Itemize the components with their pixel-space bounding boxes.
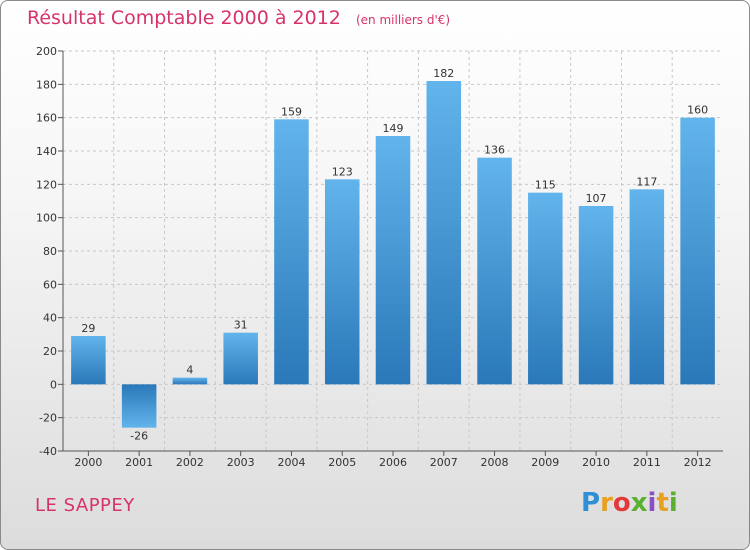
chart-subtitle: (en milliers d'€) — [355, 13, 451, 27]
x-tick-label: 2009 — [531, 456, 559, 469]
x-tick-label: 2012 — [684, 456, 712, 469]
value-label: 117 — [636, 175, 657, 188]
bar-2000 — [71, 336, 106, 385]
y-tick-label: -40 — [39, 445, 57, 458]
value-label: 149 — [383, 122, 404, 135]
logo-letter: P — [581, 488, 601, 518]
value-label: 136 — [484, 144, 505, 157]
x-tick-label: 2004 — [277, 456, 305, 469]
y-tick-label: 20 — [43, 345, 57, 358]
y-tick-label: -20 — [39, 412, 57, 425]
x-tick-label: 2000 — [74, 456, 102, 469]
value-label: 159 — [281, 105, 302, 118]
chart-title: Résultat Comptable 2000 à 2012 — [27, 7, 341, 29]
logo-letter: o — [612, 488, 631, 518]
x-tick-label: 2005 — [328, 456, 356, 469]
value-label: 31 — [234, 319, 248, 332]
x-tick-label: 2002 — [176, 456, 204, 469]
y-tick-label: 60 — [43, 278, 57, 291]
logo-letter: r — [600, 488, 613, 518]
y-tick-label: 180 — [36, 78, 57, 91]
bar-2010 — [578, 206, 614, 385]
logo-letter: i — [668, 488, 678, 518]
bar-2008 — [477, 157, 512, 385]
value-label: 160 — [687, 104, 708, 117]
x-tick-label: 2006 — [379, 456, 407, 469]
y-tick-label: 40 — [43, 312, 57, 325]
bar-2002 — [172, 377, 208, 385]
value-label: 182 — [433, 67, 454, 80]
x-tick-label: 2003 — [227, 456, 255, 469]
value-label: 4 — [186, 364, 193, 377]
bar-2011 — [629, 189, 665, 385]
value-label: 123 — [332, 165, 353, 178]
value-label: 115 — [535, 179, 556, 192]
bar-2004 — [274, 119, 309, 385]
x-tick-label: 2010 — [582, 456, 610, 469]
x-tick-label: 2007 — [430, 456, 458, 469]
bar-2009 — [528, 192, 563, 385]
x-tick-label: 2001 — [125, 456, 153, 469]
bar-2006 — [375, 136, 411, 385]
y-tick-label: 80 — [43, 245, 57, 258]
bar-2001 — [121, 384, 157, 428]
y-tick-label: 0 — [50, 378, 57, 391]
value-label: 107 — [586, 192, 607, 205]
bar-2007 — [426, 81, 462, 385]
value-label: 29 — [81, 322, 95, 335]
x-tick-label: 2008 — [481, 456, 509, 469]
y-tick-label: 120 — [36, 178, 57, 191]
y-tick-label: 160 — [36, 112, 57, 125]
logo-letter: i — [647, 488, 657, 518]
bar-2003 — [223, 332, 258, 385]
commune-name: LE SAPPEY — [35, 495, 135, 516]
logo-letter: x — [630, 488, 648, 518]
bar-2005 — [324, 179, 360, 385]
proxiti-logo: Proxiti — [581, 488, 678, 518]
y-tick-label: 140 — [36, 145, 57, 158]
bar-2012 — [680, 117, 715, 385]
y-tick-label: 100 — [36, 212, 57, 225]
value-label: -26 — [130, 430, 148, 443]
y-tick-label: 200 — [36, 45, 57, 58]
logo-letter: t — [656, 488, 669, 518]
x-tick-label: 2011 — [633, 456, 661, 469]
title-block: Résultat Comptable 2000 à 2012 (en milli… — [27, 7, 450, 29]
